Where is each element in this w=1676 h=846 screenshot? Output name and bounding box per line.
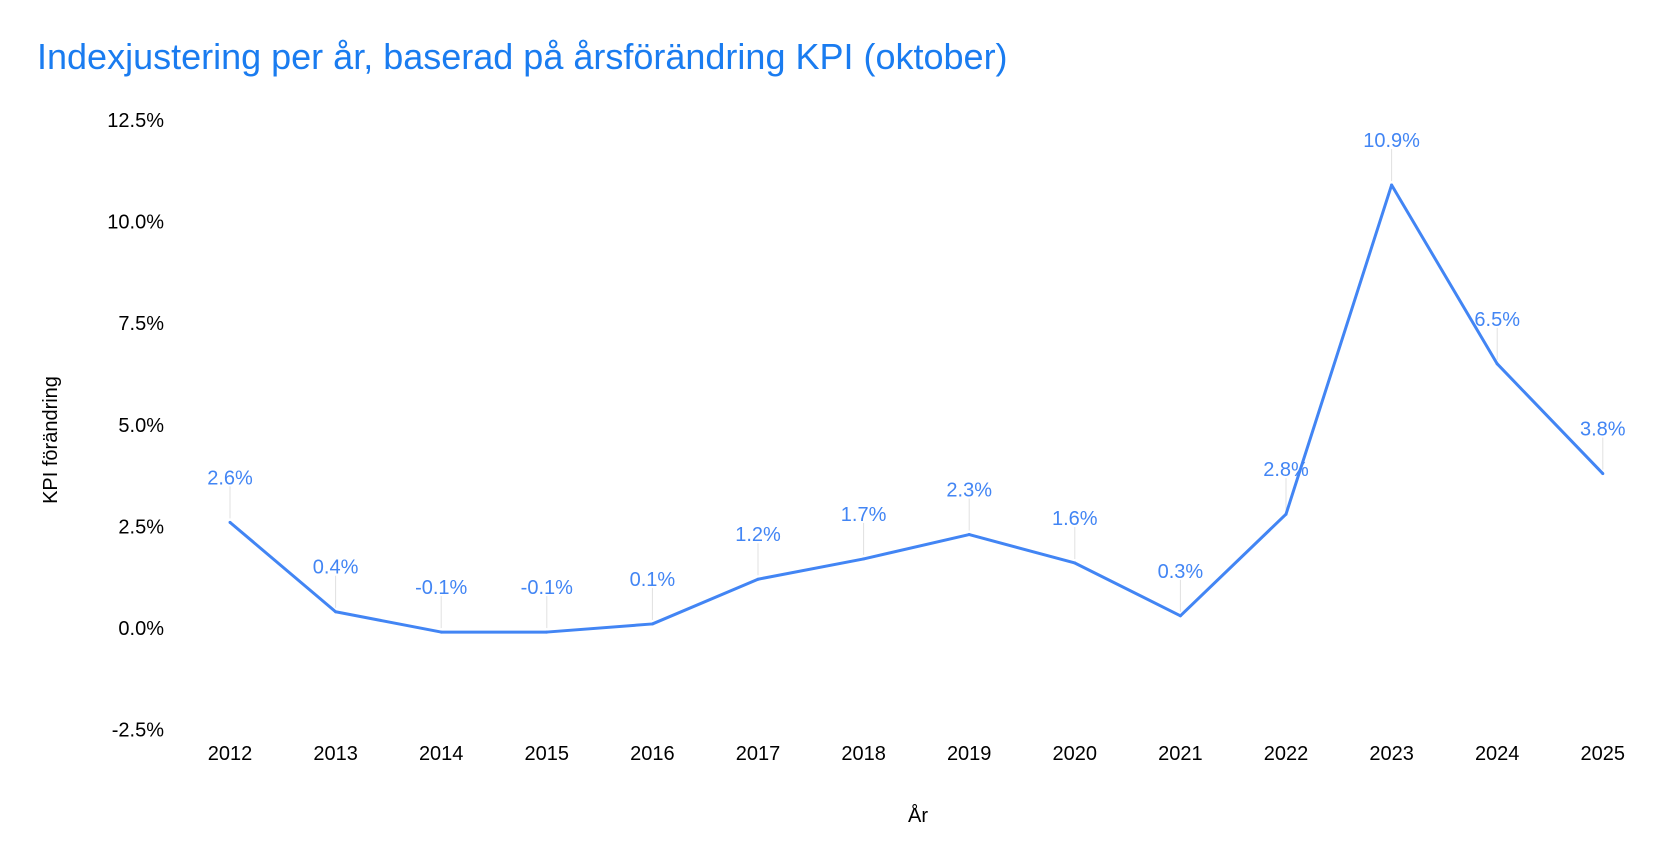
data-label: 2.6% <box>207 467 253 489</box>
data-point <box>228 520 232 524</box>
data-label: 10.9% <box>1363 130 1420 152</box>
x-axis-title: År <box>908 804 928 827</box>
x-tick-label: 2016 <box>630 743 675 765</box>
data-point <box>334 610 338 614</box>
data-point <box>1390 183 1394 187</box>
x-tick-label: 2021 <box>1158 743 1203 765</box>
data-point <box>1073 561 1077 565</box>
data-label: -0.1% <box>521 577 573 599</box>
data-point <box>1495 362 1499 366</box>
data-label: 1.2% <box>735 524 781 546</box>
data-point <box>545 630 549 634</box>
x-tick-label: 2014 <box>419 743 464 765</box>
y-tick-label: 2.5% <box>118 516 164 538</box>
data-label: 0.4% <box>313 557 359 579</box>
y-tick-label: 7.5% <box>118 313 164 335</box>
chart-title: Indexjustering per år, baserad på årsför… <box>37 36 1008 77</box>
data-label: 3.8% <box>1580 419 1626 441</box>
y-tick-label: 5.0% <box>118 415 164 437</box>
data-label: 6.5% <box>1474 309 1520 331</box>
data-point <box>439 630 443 634</box>
data-label: 1.7% <box>841 504 887 526</box>
y-tick-label: -2.5% <box>112 720 164 742</box>
data-label: 1.6% <box>1052 508 1098 530</box>
x-tick-label: 2022 <box>1264 743 1309 765</box>
data-point <box>756 577 760 581</box>
y-axis-title: KPI förändring <box>40 376 62 504</box>
x-tick-label: 2018 <box>841 743 886 765</box>
data-point <box>862 557 866 561</box>
data-label: 2.8% <box>1263 459 1309 481</box>
x-tick-label: 2012 <box>208 743 253 765</box>
data-label: -0.1% <box>415 577 467 599</box>
data-label: 0.1% <box>630 569 676 591</box>
x-tick-label: 2020 <box>1053 743 1098 765</box>
data-point <box>650 622 654 626</box>
x-tick-label: 2025 <box>1581 743 1626 765</box>
data-point <box>1284 512 1288 516</box>
y-tick-label: 0.0% <box>118 618 164 640</box>
x-tick-label: 2017 <box>736 743 781 765</box>
data-label: 0.3% <box>1158 561 1204 583</box>
data-point <box>1601 472 1605 476</box>
data-point <box>1178 614 1182 618</box>
series-line <box>229 183 1604 634</box>
data-point <box>967 533 971 537</box>
y-tick-label: 10.0% <box>107 212 164 234</box>
x-tick-label: 2013 <box>313 743 358 765</box>
x-tick-label: 2019 <box>947 743 992 765</box>
x-tick-label: 2024 <box>1475 743 1520 765</box>
x-tick-label: 2015 <box>525 743 570 765</box>
data-label: 2.3% <box>946 480 992 502</box>
x-tick-label: 2023 <box>1369 743 1414 765</box>
y-tick-label: 12.5% <box>107 110 164 132</box>
